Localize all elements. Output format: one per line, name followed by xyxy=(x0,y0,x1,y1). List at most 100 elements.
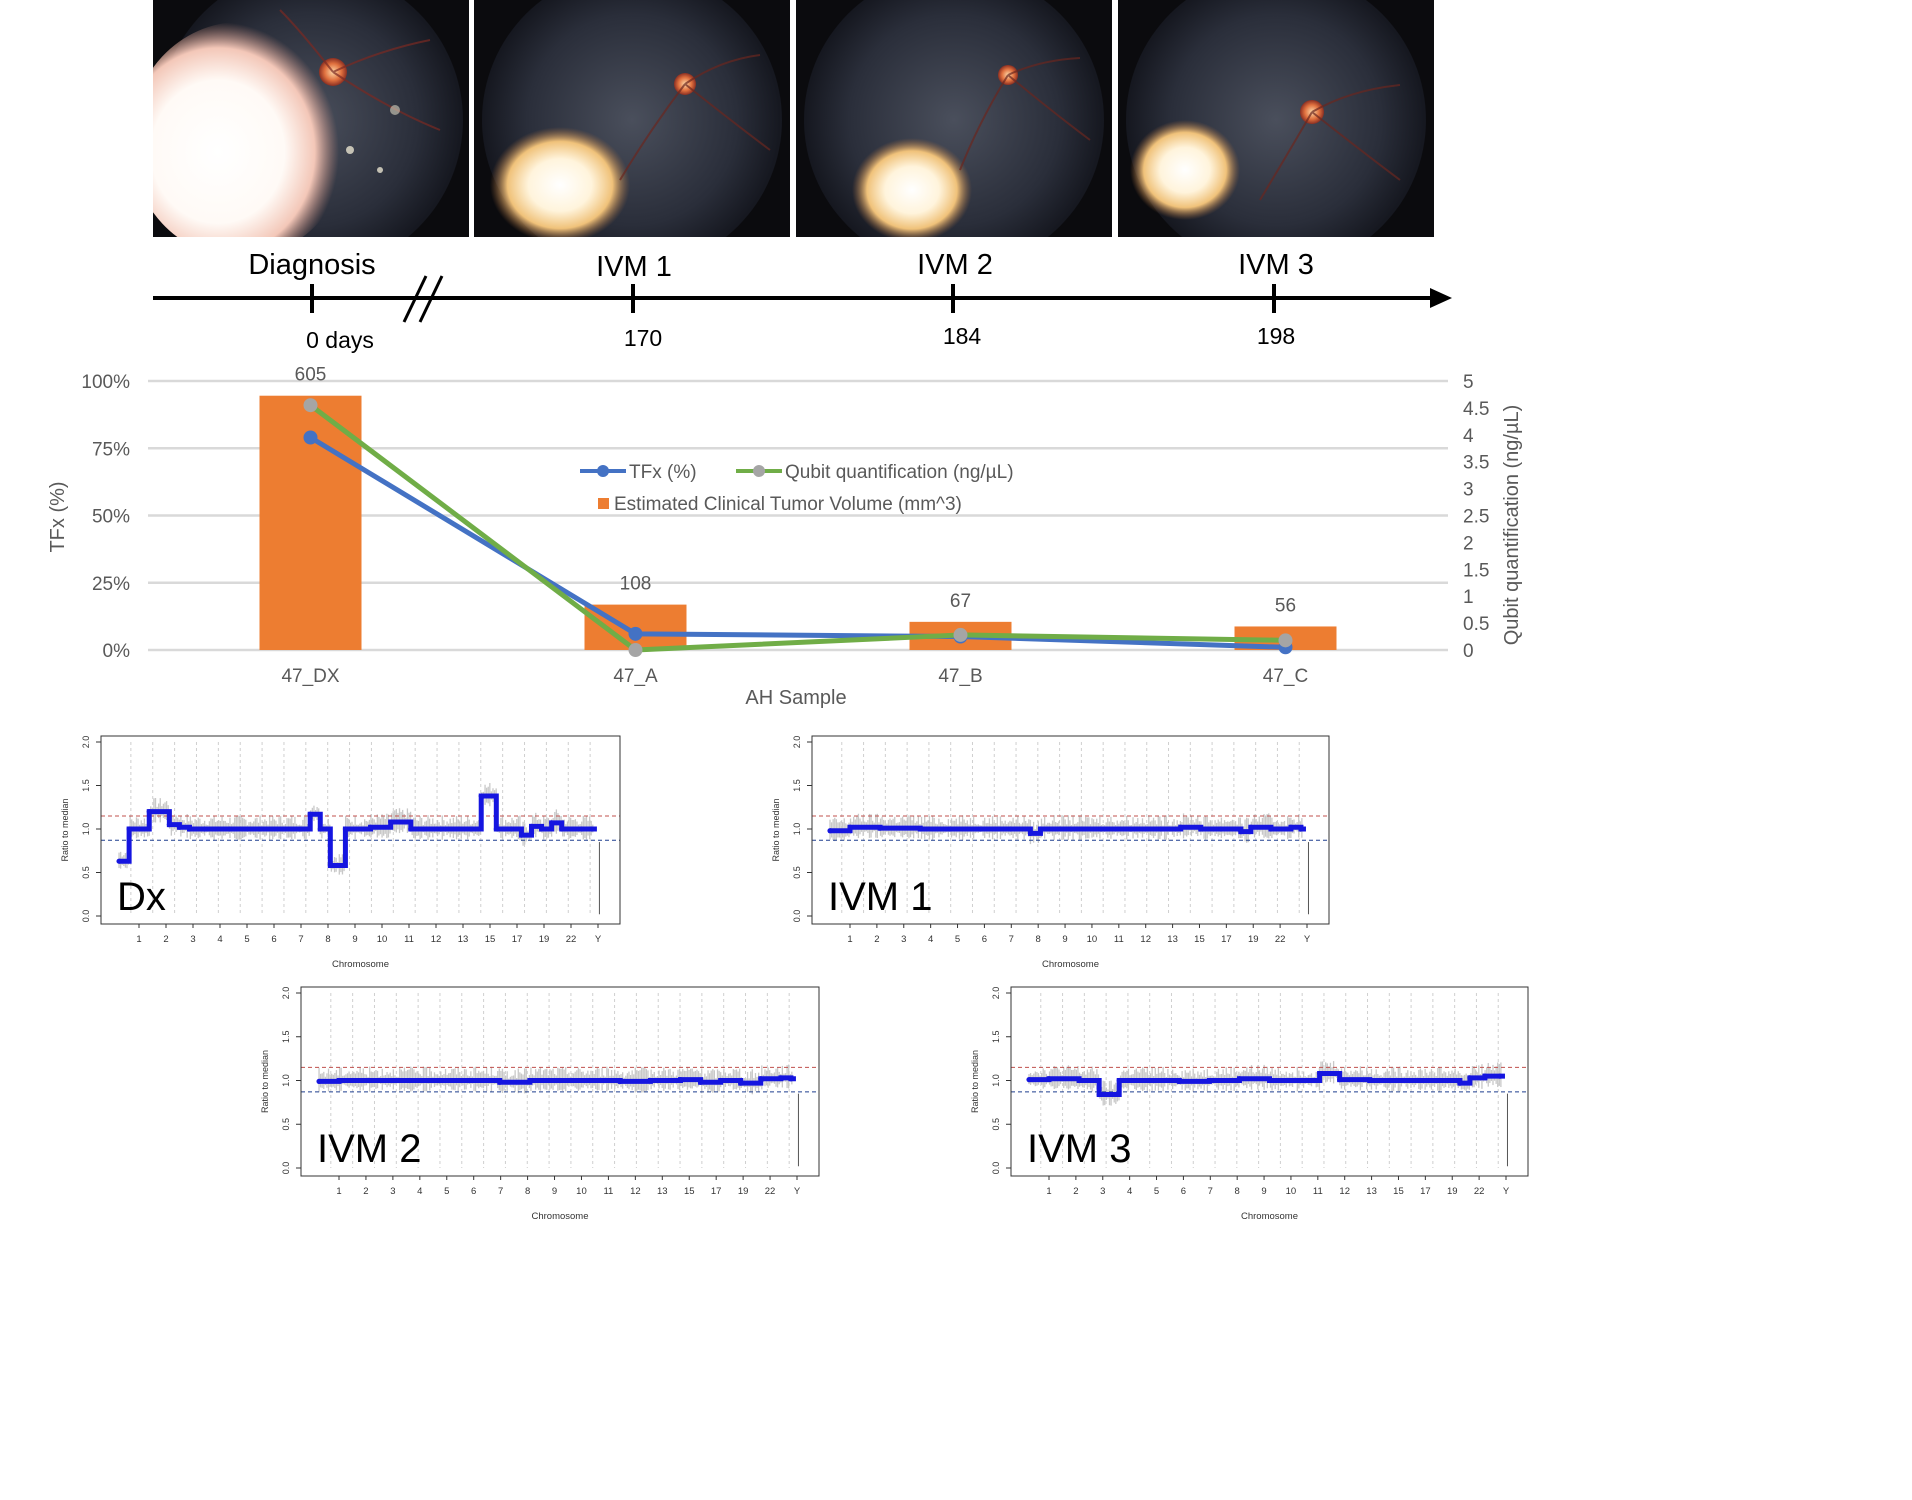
cnv-segment-point xyxy=(549,820,555,826)
cnv-x-tick-label: 2 xyxy=(363,1186,368,1197)
cnv-y-tick-label: 1.5 xyxy=(281,1030,291,1043)
cnv-segment-point xyxy=(146,809,152,815)
main-chart-y-axis-title: TFx (%) xyxy=(47,481,69,552)
cnv-x-tick-label: 3 xyxy=(1100,1186,1105,1197)
tfx-series-point xyxy=(303,430,318,445)
cnv-segment-point xyxy=(718,1077,724,1084)
cnv-segment-point xyxy=(336,1077,342,1084)
cnv-x-tick-label: 10 xyxy=(1286,1186,1297,1197)
tfx-series-point xyxy=(628,626,643,641)
fundus-image-ivm2 xyxy=(796,0,1112,237)
main-chart-y2-tick-label: 3 xyxy=(1463,480,1474,501)
main-chart: 0% 25% 50% 75% 100% 0 0.5 1 1.5 2 2.5 3 3.5 4 4.5 5 47… xyxy=(47,365,1523,709)
cnv-x-tick-label: 11 xyxy=(1114,934,1124,945)
cnv-y-tick-label: 0.5 xyxy=(991,1118,1001,1131)
cnv-y-tick-label: 1.0 xyxy=(792,823,802,836)
cnv-x-tick-label: 6 xyxy=(1181,1186,1186,1197)
cnv-y-tick-label: 1.0 xyxy=(81,823,91,836)
cnv-y-axis-title: Ratio to median xyxy=(771,798,781,861)
cnv-segment-point xyxy=(1298,826,1304,832)
main-chart-category-labels: 47_DX 47_A 47_B 47_C xyxy=(281,666,1308,687)
timeline-arrowhead xyxy=(1430,288,1452,308)
cnv-segment-point xyxy=(436,1077,443,1084)
tumor-volume-bar-label: 67 xyxy=(950,591,971,612)
main-chart-y2-tick-label: 5 xyxy=(1463,372,1474,393)
cnv-segment-point xyxy=(406,1077,412,1084)
cnv-segment-point xyxy=(508,826,514,832)
main-chart-right-ticks: 0 0.5 1 1.5 2 2.5 3 3.5 4 4.5 5 xyxy=(1463,372,1489,662)
cnv-segment-point xyxy=(917,826,923,832)
main-chart-category-label: 47_B xyxy=(938,666,982,687)
cnv-segment-point xyxy=(1116,1077,1122,1084)
cnv-x-axis-title: Chromosome xyxy=(1042,959,1099,970)
cnv-segment-point xyxy=(493,826,499,832)
cnv-y-tick-label: 0.5 xyxy=(792,866,802,879)
legend-swatch-volume xyxy=(598,498,609,509)
cnv-y-tick-label: 1.5 xyxy=(792,779,802,792)
cnv-segment-point xyxy=(788,1076,794,1082)
cnv-panel-label: IVM 2 xyxy=(317,1127,421,1171)
cnv-x-tick-label: 5 xyxy=(444,1186,449,1197)
tumor-volume-bar-label: 605 xyxy=(295,365,327,386)
tumor-volume-bar-label: 108 xyxy=(620,574,652,595)
legend-marker-tfx xyxy=(597,465,609,477)
main-chart-y2-tick-label: 2 xyxy=(1463,533,1474,554)
timeline-label-ivm1: IVM 1 xyxy=(596,251,672,283)
cnv-segment-point xyxy=(1266,1077,1273,1084)
cnv-x-tick-label: 17 xyxy=(711,1186,722,1197)
cnv-segment-point xyxy=(1198,826,1204,832)
cnv-x-axis-title: Chromosome xyxy=(332,959,389,970)
cnv-segment-point xyxy=(166,822,172,828)
cnv-segment-point xyxy=(1076,1077,1082,1084)
cnv-segment-point xyxy=(468,826,474,832)
cnv-segment-point xyxy=(847,824,853,830)
cnv-x-axis-title: Chromosome xyxy=(1241,1211,1298,1222)
cnv-x-tick-label: 5 xyxy=(244,934,249,945)
cnv-segment-point xyxy=(557,1077,563,1084)
cnv-y-tick-label: 0.0 xyxy=(281,1162,291,1175)
cnv-segment-point xyxy=(1178,824,1184,830)
cnv-segment-point xyxy=(116,858,122,864)
main-chart-y2-tick-label: 2.5 xyxy=(1463,507,1489,528)
cnv-segment-point xyxy=(176,824,183,830)
cnv-segment-point xyxy=(559,826,565,832)
cnv-x-axis-title: Chromosome xyxy=(531,1211,588,1222)
cnv-x-tick-label: Y xyxy=(1304,934,1311,945)
qubit-series-point xyxy=(628,643,643,657)
cnv-segment-point xyxy=(126,826,132,832)
cnv-segment-point xyxy=(697,1079,704,1085)
cnv-x-tick-label: Y xyxy=(794,1186,801,1197)
cnv-x-tick-label: 15 xyxy=(1194,934,1205,945)
main-chart-y2-tick-label: 3.5 xyxy=(1463,453,1489,474)
cnv-x-tick-label: 13 xyxy=(657,1186,668,1197)
cnv-segment-point xyxy=(1097,826,1104,832)
cnv-segment-point xyxy=(1236,1076,1243,1082)
cnv-x-tick-label: 4 xyxy=(1127,1186,1132,1197)
cnv-y-tick-label: 1.0 xyxy=(991,1074,1001,1087)
cnv-x-tick-label: 8 xyxy=(1235,1186,1240,1197)
cnv-y-tick-label: 2.0 xyxy=(991,987,1001,1000)
cnv-segment-point xyxy=(1497,1073,1503,1079)
main-chart-y2-tick-label: 1 xyxy=(1463,587,1474,608)
legend-label-qubit: Qubit quantification (ng/µL) xyxy=(785,462,1014,483)
cnv-x-tick-label: 22 xyxy=(566,934,577,945)
cnv-segment-point xyxy=(316,1078,322,1084)
cnv-x-tick-label: 11 xyxy=(1313,1186,1323,1197)
cnv-x-tick-label: 2 xyxy=(1073,1186,1078,1197)
cnv-y-tick-label: 1.5 xyxy=(991,1030,1001,1043)
cnv-segment-point xyxy=(1367,1077,1373,1084)
cnv-segment-point xyxy=(342,826,349,832)
cnv-x-tick-label: 10 xyxy=(1087,934,1098,945)
main-chart-lines xyxy=(303,398,1293,657)
cnv-x-tick-label: 7 xyxy=(1009,934,1014,945)
cnv-x-tick-label: 3 xyxy=(901,934,906,945)
qubit-series-line xyxy=(308,403,1286,653)
cnv-segment-point xyxy=(587,1077,593,1084)
timeline: Diagnosis IVM 1 IVM 2 IVM 3 0 days 170 1… xyxy=(153,249,1452,353)
legend-label-volume: Estimated Clinical Tumor Volume (mm^3) xyxy=(614,494,962,515)
timeline-day-diagnosis: 0 days xyxy=(306,327,374,353)
cnv-x-tick-label: 4 xyxy=(217,934,222,945)
cnv-x-tick-label: 8 xyxy=(525,1186,530,1197)
